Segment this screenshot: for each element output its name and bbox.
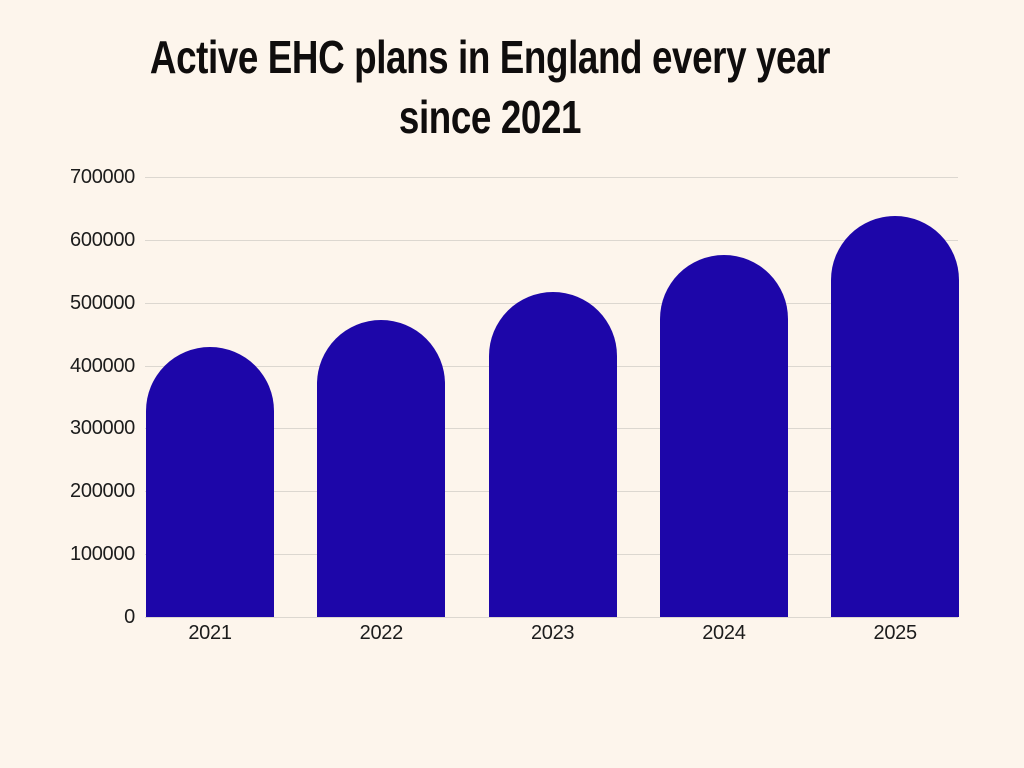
x-tick-label-2021: 2021 [188, 622, 232, 644]
gridline-600000 [145, 239, 958, 241]
bar-2025 [831, 215, 960, 617]
y-tick-label-700000: 700000 [70, 166, 135, 188]
y-tick-label-300000: 300000 [70, 417, 135, 440]
bar-2024 [659, 254, 788, 617]
y-tick-label-500000: 500000 [70, 291, 135, 314]
bar-2022 [317, 320, 446, 617]
y-tick-label-600000: 600000 [70, 228, 135, 251]
chart-title: Active EHC plans in England every year s… [0, 27, 980, 147]
chart-title-line-1: Active EHC plans in England every year [149, 31, 831, 83]
x-tick-label-2022: 2022 [359, 622, 404, 644]
x-tick-label-2025: 2025 [873, 622, 918, 644]
bar-2021 [146, 346, 274, 617]
y-tick-label-100000: 100000 [70, 543, 135, 566]
chart-title-line-2: since 2021 [398, 91, 582, 143]
gridline-0 [145, 617, 958, 618]
bar-2023 [488, 292, 617, 617]
gridline-700000 [145, 177, 958, 178]
x-tick-label-2024: 2024 [702, 622, 746, 644]
y-tick-label-200000: 200000 [70, 480, 135, 503]
y-tick-label-400000: 400000 [70, 354, 135, 377]
y-tick-label-0: 0 [124, 606, 135, 628]
x-tick-label-2023: 2023 [530, 622, 575, 644]
